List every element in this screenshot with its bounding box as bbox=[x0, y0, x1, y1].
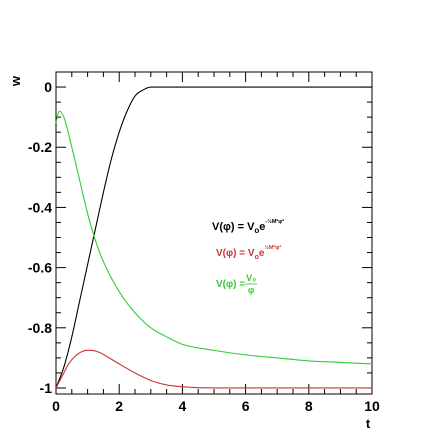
legend-fraction-numerator: V₀ bbox=[246, 273, 256, 283]
x-axis-title: t bbox=[366, 416, 371, 431]
legend-label: V(φ) = V bbox=[216, 248, 255, 259]
legend-subscript: o bbox=[255, 254, 259, 261]
legend-label: V(φ) = V bbox=[212, 221, 255, 233]
ticks bbox=[55, 71, 373, 394]
y-tick-label: -0.8 bbox=[28, 320, 52, 336]
x-tick-label: 6 bbox=[242, 398, 250, 414]
y-axis-title: w bbox=[8, 75, 23, 87]
x-tick-label: 4 bbox=[179, 398, 187, 414]
y-tick-label: 0 bbox=[44, 79, 52, 95]
legend-base: e bbox=[259, 221, 265, 233]
legend-subscript: o bbox=[254, 226, 259, 235]
series-line-2 bbox=[55, 110, 373, 365]
tick-labels: 0 2 4 6 8 10 0 -0.2 -0.4 -0.6 -0.8 -1 bbox=[28, 79, 380, 414]
legend-entry-2: V(φ) = V₀ φ bbox=[216, 273, 258, 295]
series-layer bbox=[55, 86, 373, 389]
legend-fraction-denominator: φ bbox=[248, 285, 255, 295]
series-line-0 bbox=[55, 86, 372, 389]
y-tick-label: -0.4 bbox=[28, 199, 52, 215]
legend-label: V(φ) = bbox=[216, 279, 245, 290]
series-line-1 bbox=[55, 349, 372, 389]
y-tick-label: -1 bbox=[40, 380, 53, 396]
y-tick-label: -0.6 bbox=[28, 260, 52, 276]
x-tick-label: 10 bbox=[364, 398, 380, 414]
x-tick-label: 8 bbox=[305, 398, 313, 414]
x-tick-label: 2 bbox=[115, 398, 123, 414]
legend-superscript: -½M²φ² bbox=[265, 218, 284, 225]
legend-superscript: ½M²φ² bbox=[264, 244, 281, 251]
y-tick-label: -0.2 bbox=[28, 139, 52, 155]
legend-base: e bbox=[259, 248, 265, 259]
plot-frame bbox=[55, 71, 373, 395]
x-tick-label: 0 bbox=[52, 398, 60, 414]
